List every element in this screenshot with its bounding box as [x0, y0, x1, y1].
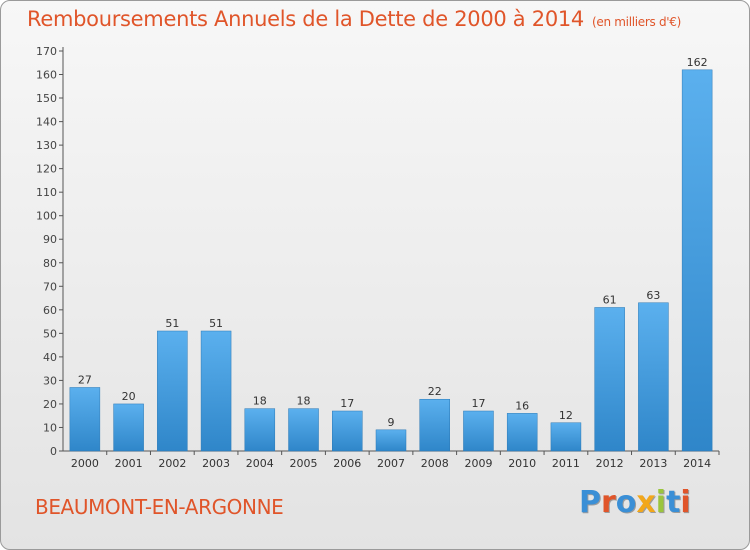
y-tick-label: 10: [43, 421, 57, 434]
bar-value-label: 9: [388, 416, 395, 429]
bar-value-label: 20: [122, 390, 136, 403]
x-tick-label: 2005: [290, 457, 318, 470]
bar: [288, 408, 319, 452]
x-tick-label: 2009: [464, 457, 492, 470]
y-tick-label: 80: [43, 257, 57, 270]
y-tick-label: 30: [43, 374, 57, 387]
bar-value-label: 51: [209, 317, 223, 330]
bar: [506, 413, 538, 452]
y-tick-label: 0: [50, 445, 57, 458]
bar: [113, 403, 144, 452]
y-tick-label: 50: [43, 327, 57, 340]
y-tick-label: 40: [43, 351, 57, 364]
bar: [594, 307, 625, 452]
bar: [681, 69, 713, 452]
logo-letter: i: [655, 485, 667, 520]
bar-value-label: 12: [559, 409, 573, 422]
y-tick-label: 90: [43, 233, 57, 246]
bar-value-label: 27: [78, 373, 92, 386]
x-tick-label: 2014: [683, 457, 711, 470]
x-tick-label: 2007: [377, 457, 405, 470]
logo-letter: x: [636, 485, 656, 520]
y-tick-label: 160: [36, 69, 57, 82]
bar: [332, 410, 363, 452]
y-tick-label: 140: [36, 116, 57, 129]
x-tick-label: 2001: [115, 457, 143, 470]
y-tick-label: 20: [43, 398, 57, 411]
logo-letter: t: [666, 485, 681, 520]
y-tick-label: 170: [36, 45, 57, 58]
x-tick-label: 2006: [333, 457, 361, 470]
chart-title-text: Remboursements Annuels de la Dette de 20…: [27, 7, 584, 31]
x-tick-label: 2004: [246, 457, 274, 470]
axis-layer: 0 10 20 30 40 50 60 70 80 90 100 110 120 130 140 150 160…: [36, 45, 720, 470]
x-tick-label: 2012: [596, 457, 624, 470]
bar-value-label: 51: [165, 317, 179, 330]
bar-layer: 27 20 51 51 18 18 17 9 22 17 16 12 61 63 162: [69, 56, 713, 452]
bar: [550, 422, 582, 452]
logo-letter: i: [680, 485, 691, 520]
proxiti-logo: Proxiti: [579, 485, 691, 520]
bar: [419, 398, 450, 452]
bar: [638, 302, 669, 452]
bar-value-label: 17: [471, 397, 485, 410]
x-tick-label: 2002: [158, 457, 186, 470]
chart-title: Remboursements Annuels de la Dette de 20…: [27, 7, 681, 31]
bar-value-label: 18: [253, 395, 267, 408]
y-tick-label: 150: [36, 92, 57, 105]
commune-name: BEAUMONT-EN-ARGONNE: [35, 495, 284, 519]
bar-value-label: 17: [340, 397, 354, 410]
y-tick-label: 100: [36, 210, 57, 223]
bar: [375, 429, 407, 452]
y-tick-label: 120: [36, 163, 57, 176]
x-tick-label: 2003: [202, 457, 230, 470]
bar-value-label: 162: [687, 56, 708, 69]
bar-value-label: 63: [646, 289, 660, 302]
x-tick-label: 2008: [421, 457, 449, 470]
logo-letter: o: [615, 485, 637, 520]
bar: [157, 330, 188, 452]
bar: [463, 410, 494, 452]
y-tick-label: 60: [43, 304, 57, 317]
bar-value-label: 22: [428, 385, 442, 398]
x-tick-label: 2010: [508, 457, 536, 470]
y-tick-label: 70: [43, 280, 57, 293]
y-tick-label: 110: [36, 186, 57, 199]
logo-letter: r: [601, 485, 616, 520]
bar: [69, 387, 101, 452]
bar: [244, 408, 276, 452]
x-tick-label: 2011: [552, 457, 580, 470]
bar-value-label: 16: [515, 399, 529, 412]
x-tick-label: 2000: [71, 457, 99, 470]
y-tick-label: 130: [36, 139, 57, 152]
bar-value-label: 18: [297, 395, 311, 408]
bar: [200, 330, 232, 452]
bar-value-label: 61: [603, 293, 617, 306]
chart-subtitle: (en milliers d'€): [592, 15, 682, 29]
x-tick-label: 2013: [639, 457, 667, 470]
logo-letter: P: [579, 485, 601, 520]
